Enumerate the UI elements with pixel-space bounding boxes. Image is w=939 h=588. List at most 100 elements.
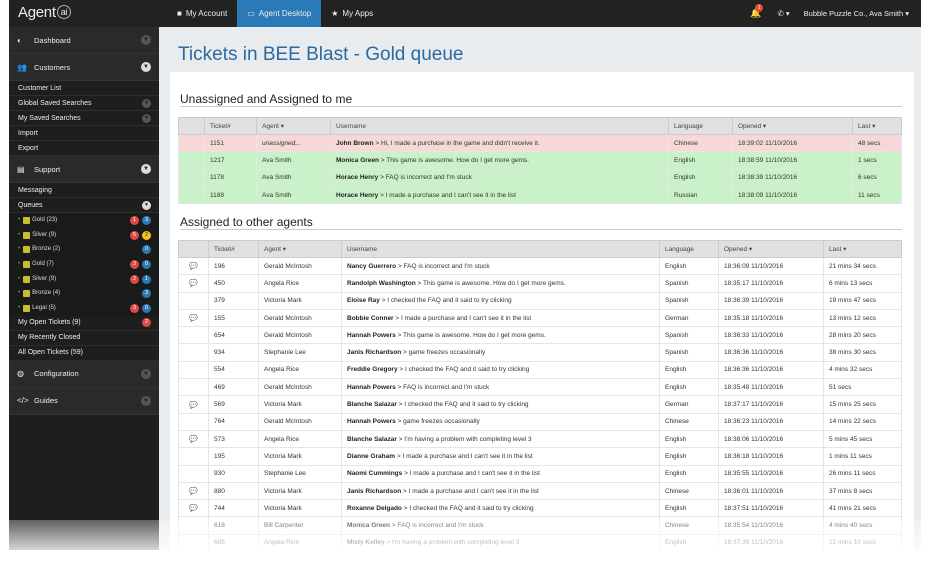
- table-row[interactable]: 654 Gerald McIntosh Hannah Powers > This g…: [178, 326, 902, 345]
- queue-item[interactable]: • Bronze (4) 3: [9, 286, 159, 302]
- last-activity: 6 secs: [852, 168, 902, 187]
- phone-icon[interactable]: ✆ ▾: [777, 9, 790, 18]
- col-agent[interactable]: Agent ▾: [258, 240, 342, 258]
- message-preview: > game freezes occasionally: [395, 418, 480, 426]
- queue-item[interactable]: • Legal (5) 3 0: [9, 301, 159, 316]
- table-row[interactable]: 💬 196 Gerald McIntosh Nancy Guerrero > FAQ …: [178, 256, 902, 276]
- opened-time: 18:39:02 11/10/2016: [732, 133, 853, 153]
- table-row[interactable]: 💬 744 Victoria Mark Roxanne Delgado > I che…: [178, 499, 902, 518]
- table-row[interactable]: 379 Victoria Mark Eloise Ray > I checked t…: [178, 291, 902, 310]
- table-row[interactable]: 💬 155 Gerald McIntosh Bobbie Conner > I mad…: [178, 308, 902, 328]
- username[interactable]: Blanche Salazar: [347, 401, 397, 409]
- sidebar-import[interactable]: Import: [9, 126, 159, 141]
- sidebar-dashboard[interactable]: ◐ Dashboard ▼: [9, 27, 159, 54]
- col-ticket[interactable]: Ticket#: [204, 117, 257, 135]
- table-row[interactable]: 554 Angela Rice Freddie Gregory > I checke…: [178, 360, 902, 380]
- agent-name: Gerald McIntosh: [258, 326, 342, 345]
- username[interactable]: Freddie Gregory: [347, 366, 398, 374]
- username[interactable]: Hannah Powers: [347, 418, 396, 426]
- queue-item[interactable]: • Gold (7) 3 0: [9, 257, 159, 272]
- ticket-id: 744: [208, 499, 259, 518]
- app-logo[interactable]: Agent ai: [18, 4, 72, 21]
- queue-item[interactable]: • Gold (23) 1 3: [9, 213, 159, 228]
- comment-icon[interactable]: 💬: [189, 401, 198, 409]
- col-agent[interactable]: Agent ▾: [256, 117, 331, 135]
- col-opened[interactable]: Opened ▾: [718, 240, 824, 258]
- sidebar-my-recently-closed[interactable]: My Recently Closed: [9, 331, 159, 346]
- ticket-id: 554: [208, 360, 259, 380]
- table-row[interactable]: 1178 Ava Smith Horace Henry > FAQ is incor…: [178, 168, 902, 187]
- comment-icon[interactable]: 💬: [189, 280, 198, 288]
- queue-label: Legal (5): [32, 305, 56, 312]
- sidebar-my-open-tickets[interactable]: My Open Tickets (9) 2: [9, 316, 159, 331]
- account-menu[interactable]: Bubble Puzzle Co., Ava Smith ▾: [803, 9, 909, 18]
- comment-icon[interactable]: 💬: [189, 505, 198, 513]
- col-language[interactable]: Language: [668, 117, 733, 135]
- nav-agent-desktop[interactable]: ▭ Agent Desktop: [237, 0, 322, 27]
- sidebar-global-saved-searches[interactable]: Global Saved Searches ▼: [9, 96, 159, 111]
- username[interactable]: Horace Henry: [336, 191, 379, 199]
- table-row[interactable]: 💬 450 Angela Rice Randolph Washington > Thi…: [178, 274, 902, 293]
- username[interactable]: Blanche Salazar: [347, 435, 397, 443]
- comment-icon[interactable]: 💬: [189, 263, 198, 271]
- col-username[interactable]: Username: [341, 240, 660, 258]
- sidebar-support[interactable]: ▤ Support ▼: [9, 156, 159, 183]
- queue-label: Gold (7): [32, 261, 54, 268]
- username[interactable]: Horace Henry: [336, 174, 379, 182]
- sidebar-configuration[interactable]: ◍ Configuration ▼: [9, 360, 159, 388]
- queue-count-badge: 2: [130, 274, 139, 284]
- table-row[interactable]: 1217 Ava Smith Monica Green > This game is…: [178, 151, 902, 170]
- sidebar-customer-list[interactable]: Customer List: [9, 81, 159, 96]
- comment-icon[interactable]: 💬: [189, 315, 198, 323]
- sidebar-messaging[interactable]: Messaging: [9, 183, 159, 198]
- sidebar-my-saved-searches[interactable]: My Saved Searches ▼: [9, 111, 159, 126]
- table-row[interactable]: 💬 569 Victoria Mark Blanche Salazar > I che…: [178, 395, 902, 414]
- table-row[interactable]: 💬 573 Angela Rice Blanche Salazar > I'm hav…: [178, 429, 902, 449]
- username[interactable]: Naomi Cummings: [347, 470, 403, 478]
- opened-time: 18:38:39 11/10/2016: [732, 168, 853, 187]
- language: Chinese: [659, 412, 719, 431]
- col-username[interactable]: Username: [330, 117, 669, 135]
- table-row[interactable]: 764 Gerald McIntosh Hannah Powers > game f…: [178, 412, 902, 431]
- username[interactable]: Hannah Powers: [347, 383, 396, 391]
- col-language[interactable]: Language: [659, 240, 719, 258]
- sidebar-export[interactable]: Export: [9, 141, 159, 156]
- username[interactable]: Monica Green: [336, 156, 379, 164]
- table-row[interactable]: 195 Victoria Mark Dianne Graham > I made a…: [178, 447, 902, 466]
- username[interactable]: Roxanne Delgado: [347, 504, 402, 512]
- notifications-bell-icon[interactable]: 🔔 1: [750, 4, 764, 18]
- col-ticket[interactable]: Ticket#: [208, 240, 259, 258]
- comment-icon[interactable]: 💬: [189, 488, 198, 495]
- table-row[interactable]: 934 Stephanie Lee Janis Richardson > game …: [178, 343, 902, 362]
- sidebar-all-open-tickets[interactable]: All Open Tickets (59): [9, 346, 159, 361]
- queue-item[interactable]: • Silver (9) 5 2: [9, 227, 159, 243]
- nav-my-apps[interactable]: ★ My Apps: [331, 9, 374, 18]
- username[interactable]: Hannah Powers: [347, 331, 396, 339]
- nav-my-account[interactable]: ■ My Account: [177, 9, 228, 18]
- last-activity: 11 secs: [852, 185, 902, 205]
- col-last[interactable]: Last ▾: [852, 117, 902, 135]
- col-last[interactable]: Last ▾: [823, 240, 902, 258]
- sidebar-customers[interactable]: 👥 Customers ▼: [9, 54, 159, 81]
- username[interactable]: Janis Richardson: [347, 349, 402, 357]
- username[interactable]: Nancy Guerrero: [347, 262, 397, 270]
- username[interactable]: Janis Richardson: [347, 487, 402, 495]
- sidebar-queues[interactable]: Queues ▼: [9, 198, 159, 213]
- queue-item[interactable]: • Silver (9) 2 1: [9, 271, 159, 287]
- username[interactable]: Bobbie Conner: [347, 314, 394, 322]
- table-row[interactable]: 1188 Ava Smith Horace Henry > I made a pur…: [178, 185, 902, 205]
- queue-item[interactable]: • Bronze (2) 0: [9, 242, 159, 258]
- username[interactable]: Randolph Washington: [347, 279, 416, 287]
- sidebar-guides[interactable]: </> Guides ▼: [9, 387, 159, 415]
- table-row[interactable]: 1151 unassigned... John Brown > Hi, I made…: [178, 133, 902, 153]
- table-row[interactable]: 930 Stephanie Lee Naomi Cummings > I made …: [178, 464, 902, 483]
- language: Chinese: [659, 481, 719, 501]
- table-row[interactable]: 💬 880 Victoria Mark Janis Richardson > I ma…: [178, 481, 902, 501]
- username[interactable]: Eloise Ray: [347, 297, 380, 305]
- comment-icon[interactable]: 💬: [189, 436, 198, 444]
- table-row[interactable]: 469 Gerald McIntosh Hannah Powers > FAQ is…: [178, 378, 902, 397]
- ticket-id: 195: [208, 447, 259, 466]
- username[interactable]: John Brown: [336, 139, 374, 147]
- col-opened[interactable]: Opened ▾: [732, 117, 853, 135]
- username[interactable]: Dianne Graham: [347, 452, 396, 460]
